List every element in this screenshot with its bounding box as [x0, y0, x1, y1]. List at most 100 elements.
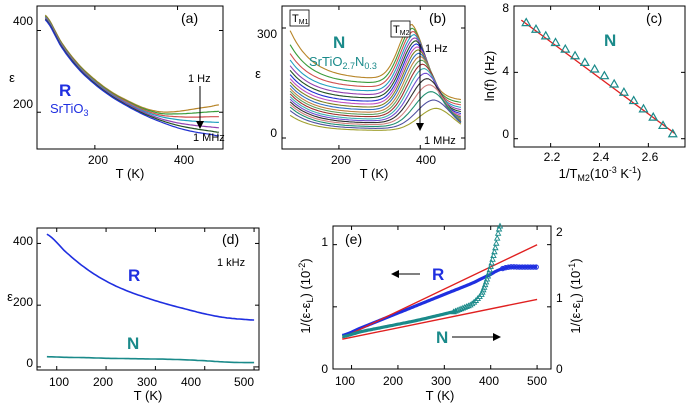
panel-c-ytick-label: 8 [502, 1, 509, 15]
panel-e-n-point [468, 300, 476, 307]
panel-c-ylabel: ln(f) (Hz) [482, 51, 497, 102]
panel-a-series-line [44, 14, 219, 113]
panel-a-sample-label: R [59, 81, 71, 100]
panel-c-ticks [514, 5, 685, 147]
panel-d-ticks [37, 228, 259, 370]
panel-b-series-line [289, 63, 462, 122]
panel-e-ytick-left-label: 0 [321, 362, 328, 376]
panel-a-xtick-label: 400 [174, 153, 194, 167]
panel-c-xtick-label: 2.2 [544, 150, 561, 164]
panel-b-ytick-label: 0 [270, 126, 277, 140]
panel-e-r-point [527, 264, 534, 270]
panel-e-r-label: R [432, 265, 444, 284]
panel-c-point [530, 24, 542, 33]
panel-d: (d) 1 kHz 100 200 300 400 500 400 200 0 … [7, 227, 260, 403]
panel-e-xtick-label: 500 [527, 374, 547, 388]
panel-e-r-point [522, 264, 528, 270]
panel-d-series-line [46, 355, 255, 364]
panel-c-point [560, 43, 571, 53]
panel-b-xtick-label: 200 [331, 153, 351, 167]
panel-c-point [628, 95, 639, 105]
panel-e-n-point [492, 244, 499, 251]
panel-e-n-point [470, 298, 478, 305]
panel-e-n-point [490, 252, 497, 259]
panel-c-xlabel: 1/TM2(10-3 K-1) [559, 165, 642, 183]
panel-e-r-point [516, 264, 523, 270]
panel-b-series-line [289, 67, 462, 123]
panel-e-fit-line [342, 298, 538, 340]
panel-c-points [521, 17, 678, 138]
panel-e-n-label: N [436, 328, 448, 347]
panel-e-n-arrow-head [493, 333, 501, 341]
panel-e-n-point [491, 248, 498, 255]
panel-d-series-line [46, 233, 255, 321]
panel-a-ticks [37, 6, 223, 149]
panel-b-xlabel: T (K) [360, 166, 389, 181]
panel-e-r-arrow-head [391, 270, 399, 278]
panel-c-point [667, 128, 678, 138]
panel-e-ytick-left-label: 1 [321, 235, 328, 249]
panel-b-series-line [289, 99, 462, 129]
panel-c-point [599, 70, 610, 80]
panel-d-ytick-label: 200 [13, 295, 33, 309]
panel-d-xtick-label: 300 [137, 375, 157, 389]
panel-b-arrow-head [416, 123, 424, 131]
panel-c-point [521, 17, 532, 27]
panel-d-xlabel: T (K) [134, 388, 163, 403]
panel-d-r-label: R [128, 266, 140, 285]
panel-a-series-line [44, 15, 219, 115]
panel-e-r-point [513, 264, 520, 270]
panel-d-lines [46, 233, 255, 364]
panel-a-series-line [44, 19, 219, 137]
panel-a-ytick-label: 200 [13, 97, 33, 111]
panel-c-ytick-label: 4 [502, 64, 509, 78]
panel-c-ytick-label: 0 [502, 127, 509, 141]
panel-c-point [540, 30, 551, 40]
panel-e-r-point [511, 264, 517, 270]
panel-d-frame [36, 227, 260, 371]
panel-b-frame [281, 5, 466, 150]
panel-b-arrow-top-label: 1 Hz [425, 43, 448, 55]
panel-e-xtick-label: 100 [335, 374, 355, 388]
panel-e-ytick-right-label: 1 [556, 291, 563, 305]
panel-e-xtick-label: 400 [479, 374, 499, 388]
panel-d-ylabel: ε [7, 289, 13, 304]
panel-b-tm2-label: TM2 [393, 24, 410, 37]
panel-c-point [638, 103, 649, 113]
panel-d-xtick-label: 100 [49, 375, 69, 389]
panel-e-r-point [533, 264, 539, 270]
panel-a-frame [36, 5, 224, 150]
panel-e-r-point [525, 264, 531, 270]
panel-e-n-data-line [342, 308, 458, 339]
panel-e-n-point [495, 225, 503, 232]
panel-d-ytick-label: 0 [26, 356, 33, 370]
panel-d-label: (d) [222, 231, 239, 247]
panel-e-xtick-label: 200 [383, 374, 403, 388]
panel-a: (a) 200 400 400 200 T (K) ε R SrTiO3 1 H… [9, 5, 225, 181]
panel-c-point [550, 37, 561, 47]
panel-e-r-point [505, 264, 512, 270]
panel-e-frame [332, 225, 552, 370]
panel-c: (c) 2.2 2.4 2.6 8 4 0 1/TM2(10-3 K-1) ln… [482, 1, 686, 183]
panel-d-frequency: 1 kHz [217, 257, 245, 269]
panel-e-fit-line [341, 244, 538, 339]
panel-e-r-point [519, 264, 525, 270]
panel-e-ylabel-right: 1/(ε-εL) (10-1) [567, 258, 585, 333]
panel-b-ylabel: ε [255, 66, 261, 81]
panel-e-n-point [496, 222, 504, 229]
panel-a-arrow-head [196, 121, 204, 129]
panel-c-frame [513, 5, 686, 148]
panel-b-lines [289, 23, 462, 131]
panel-e-r-point [530, 264, 537, 270]
panel-e-lines [341, 222, 539, 340]
panel-e-ticks [333, 226, 551, 370]
panel-e-n-point [481, 281, 489, 288]
panel-e-n-point [485, 269, 493, 276]
panel-a-ylabel: ε [9, 70, 15, 85]
panel-e-r-point [508, 264, 514, 270]
panel-c-point [618, 87, 629, 96]
panel-c-xtick-label: 2.4 [593, 150, 610, 164]
panel-c-point [570, 50, 581, 60]
panel-b-ytick-label: 300 [257, 27, 277, 41]
